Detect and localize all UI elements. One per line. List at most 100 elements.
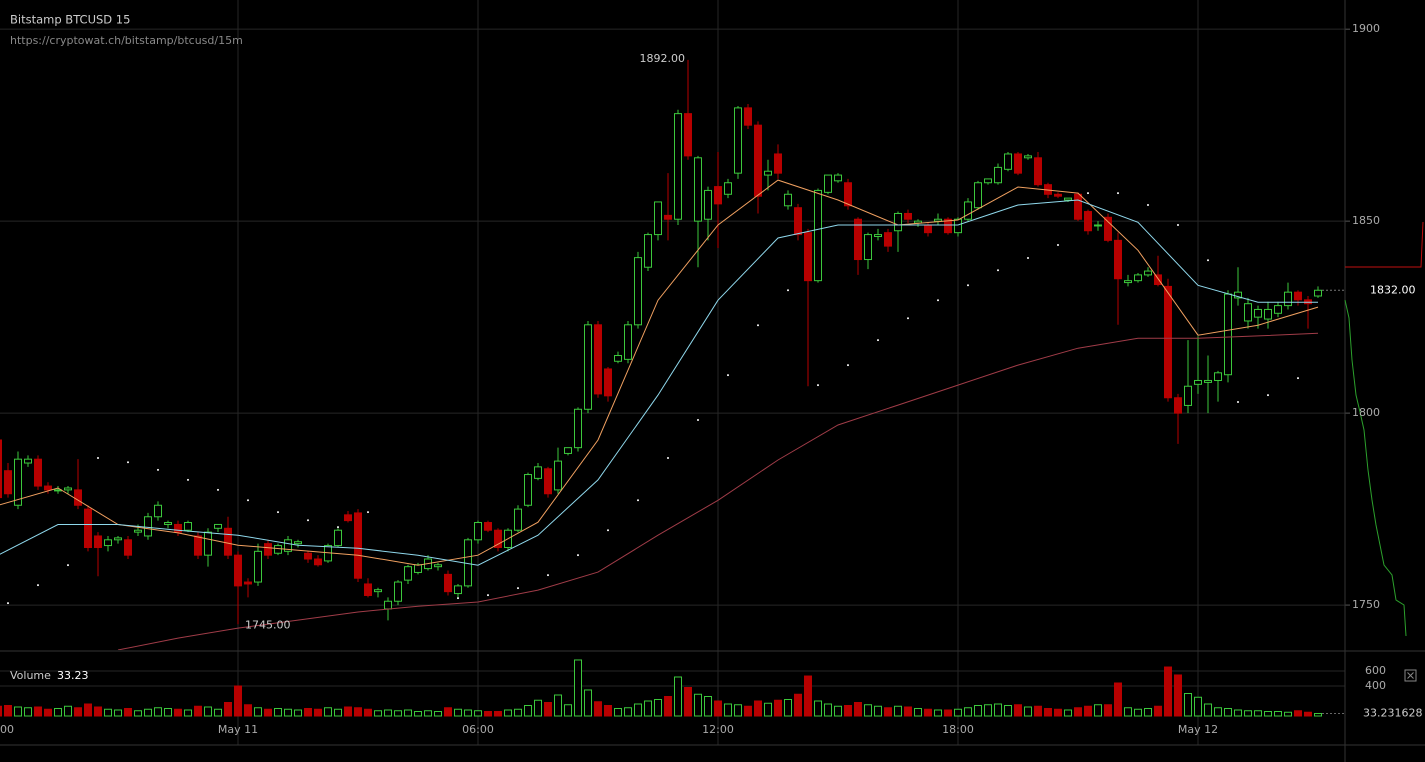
candle-body bbox=[174, 523, 182, 533]
volume-bar bbox=[854, 702, 862, 717]
candle-body bbox=[14, 458, 22, 506]
candle-body bbox=[274, 545, 282, 554]
candle-body bbox=[104, 539, 112, 547]
volume-bar bbox=[44, 708, 52, 717]
volume-bar bbox=[1314, 713, 1322, 717]
candle-body bbox=[1234, 291, 1242, 299]
volume-bar bbox=[954, 708, 962, 717]
volume-bar bbox=[1274, 711, 1282, 717]
volume-bar bbox=[504, 709, 512, 717]
candle-body bbox=[984, 178, 992, 184]
volume-bar bbox=[684, 687, 692, 717]
candle-body bbox=[1084, 211, 1092, 232]
volume-bar bbox=[794, 693, 802, 717]
volume-bar bbox=[234, 685, 242, 717]
candle-body bbox=[384, 600, 392, 610]
candle-body bbox=[1284, 291, 1292, 307]
candle-body bbox=[154, 504, 162, 518]
volume-bar bbox=[494, 711, 502, 717]
candle-body bbox=[1144, 270, 1152, 276]
volume-bar bbox=[1164, 666, 1172, 717]
volume-bar bbox=[574, 659, 582, 717]
x-tick-label: 00 bbox=[0, 723, 14, 736]
volume-bar bbox=[834, 705, 842, 717]
moving-average bbox=[117, 332, 1319, 650]
volume-bar bbox=[564, 704, 572, 717]
candle-body bbox=[1094, 224, 1102, 227]
candle-body bbox=[564, 447, 572, 454]
candle-body bbox=[144, 516, 152, 537]
volume-bar bbox=[764, 702, 772, 717]
candle-body bbox=[1164, 285, 1172, 399]
sar-dot bbox=[367, 511, 369, 514]
volume-bar bbox=[1094, 704, 1102, 717]
volume-bar bbox=[184, 709, 192, 717]
volume-bar bbox=[274, 708, 282, 717]
y-tick-label: 1900 bbox=[1352, 22, 1380, 35]
candle-body bbox=[364, 583, 372, 596]
candle-body bbox=[204, 531, 212, 556]
sar-dot bbox=[457, 597, 459, 600]
sar-dot bbox=[937, 299, 939, 302]
candle-body bbox=[1254, 308, 1262, 318]
candle-body bbox=[534, 466, 542, 479]
volume-bar bbox=[944, 709, 952, 717]
volume-bar bbox=[414, 711, 422, 717]
candle-body bbox=[644, 234, 652, 268]
candle-body bbox=[474, 522, 482, 541]
volume-bar bbox=[874, 705, 882, 717]
volume-bar bbox=[1254, 710, 1262, 717]
volume-bar bbox=[1234, 709, 1242, 717]
volume-bar bbox=[674, 676, 682, 717]
grid-layer bbox=[0, 0, 1350, 745]
sar-dot bbox=[127, 461, 129, 464]
candle-body bbox=[264, 543, 272, 556]
volume-bar bbox=[434, 711, 442, 717]
volume-bar bbox=[94, 706, 102, 717]
candle-body bbox=[1194, 379, 1202, 385]
volume-bar bbox=[824, 703, 832, 717]
volume-bar bbox=[934, 709, 942, 717]
volume-bar bbox=[1074, 707, 1082, 717]
candle-body bbox=[224, 527, 232, 556]
volume-bar bbox=[924, 708, 932, 717]
candle-body bbox=[964, 201, 972, 220]
candle-body bbox=[1124, 280, 1132, 284]
sar-dot bbox=[877, 339, 879, 342]
sar-dot bbox=[637, 499, 639, 502]
volume-last-label: 33.23 bbox=[57, 669, 89, 682]
volume-bar bbox=[214, 708, 222, 717]
volume-bar bbox=[1084, 705, 1092, 717]
sar-dot bbox=[97, 457, 99, 460]
volume-bar bbox=[904, 706, 912, 717]
sar-dot bbox=[37, 584, 39, 587]
sar-dot bbox=[1297, 377, 1299, 380]
sar-dot bbox=[337, 526, 339, 529]
candle-body bbox=[1134, 274, 1142, 282]
candle-body bbox=[124, 539, 132, 556]
volume-bar bbox=[104, 708, 112, 717]
close-volume-button[interactable] bbox=[1404, 669, 1417, 682]
candle-body bbox=[1014, 153, 1022, 174]
sar-dot bbox=[817, 384, 819, 387]
candle-body bbox=[1034, 157, 1042, 186]
volume-bar bbox=[744, 705, 752, 717]
sar-dot bbox=[757, 324, 759, 327]
depth-bid bbox=[1344, 299, 1407, 637]
candle-body bbox=[874, 234, 882, 238]
volume-bar bbox=[554, 694, 562, 717]
volume-bar bbox=[584, 689, 592, 717]
sar-dot bbox=[517, 587, 519, 590]
volume-bar bbox=[314, 708, 322, 717]
candle-body bbox=[1064, 197, 1072, 201]
volume-title: Volume bbox=[10, 669, 51, 682]
candle-body bbox=[634, 257, 642, 326]
volume-bar bbox=[914, 708, 922, 717]
sar-dot bbox=[997, 269, 999, 272]
sar-dot bbox=[1147, 204, 1149, 207]
volume-bar bbox=[114, 709, 122, 717]
depth-ask bbox=[1345, 221, 1424, 268]
sar-dot bbox=[1177, 223, 1179, 226]
sar-dot bbox=[697, 419, 699, 422]
sar-dot bbox=[487, 594, 489, 597]
